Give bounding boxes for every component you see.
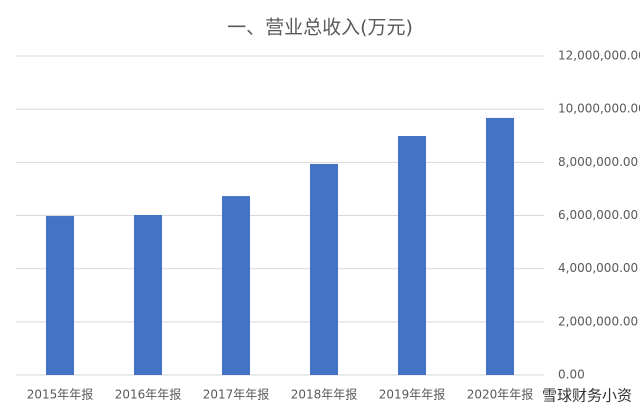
y-tick-label: 2,000,000.00 <box>558 314 638 328</box>
y-tick-label: 6,000,000.00 <box>558 208 638 222</box>
x-tick-label: 2016年年报 <box>115 387 182 402</box>
watermark: 雪球财务小资 <box>542 387 632 405</box>
x-tick-label: 2015年年报 <box>27 387 94 402</box>
y-tick-label: 0.00 <box>558 368 585 382</box>
bar <box>398 136 426 375</box>
bar <box>46 216 74 375</box>
bar <box>310 163 338 375</box>
bar <box>486 117 514 376</box>
chart-title: 一、营业总收入(万元) <box>227 17 413 39</box>
y-tick-label: 8,000,000.00 <box>558 155 638 169</box>
bar <box>222 196 250 375</box>
y-tick-label: 4,000,000.00 <box>558 261 638 275</box>
x-tick-label: 2019年年报 <box>379 387 446 402</box>
bar <box>134 214 162 375</box>
y-tick-label: 12,000,000.00 <box>558 49 640 63</box>
x-tick-label: 2020年年报 <box>467 387 534 402</box>
y-tick-label: 10,000,000.00 <box>558 102 640 116</box>
x-tick-label: 2017年年报 <box>203 387 270 402</box>
x-tick-label: 2018年年报 <box>291 387 358 402</box>
